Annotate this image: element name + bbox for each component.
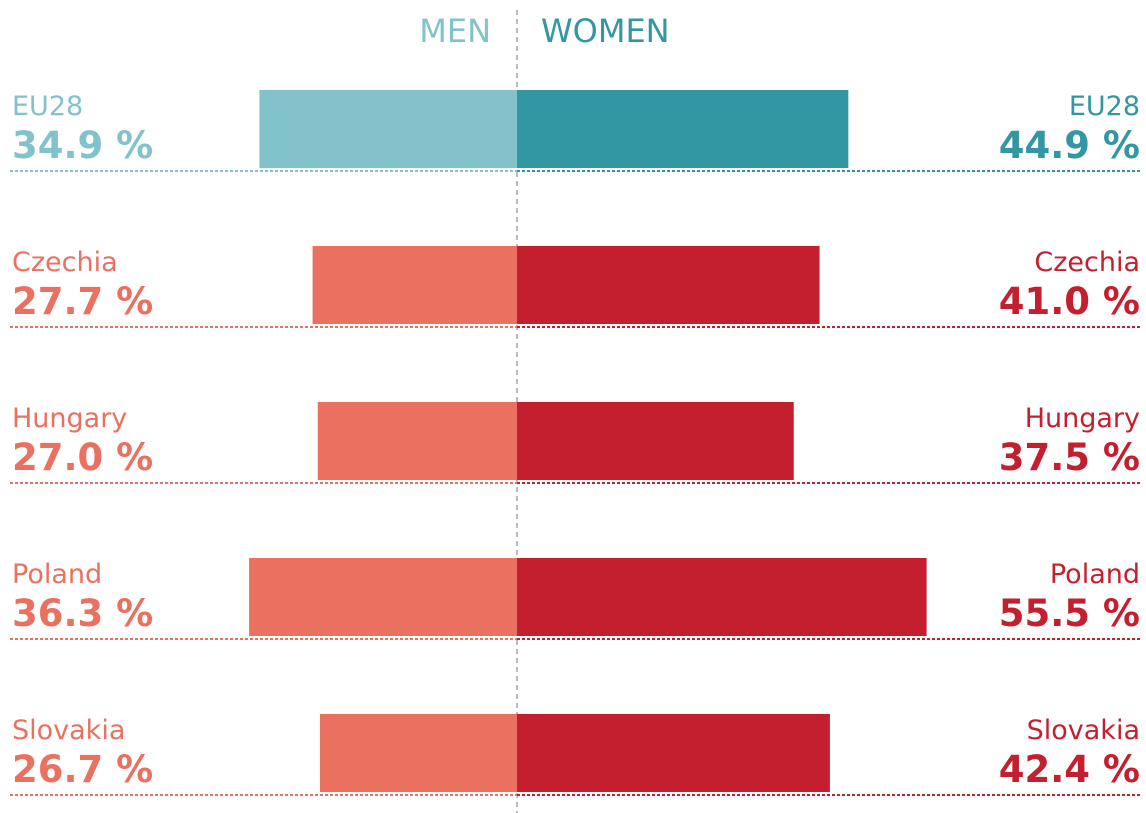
- bar-women: [517, 246, 820, 324]
- category-label: Slovakia: [1027, 715, 1140, 746]
- value-label: 41.0 %: [999, 280, 1140, 323]
- category-label: Poland: [1050, 559, 1140, 590]
- value-label: 55.5 %: [999, 592, 1140, 635]
- category-label: Hungary: [12, 403, 127, 434]
- legend-men: MEN: [419, 12, 491, 50]
- category-label: Hungary: [1025, 403, 1140, 434]
- category-label: Czechia: [1034, 247, 1140, 278]
- bar-women: [517, 558, 927, 636]
- bar-men: [312, 246, 517, 324]
- value-label: 44.9 %: [999, 124, 1140, 167]
- bar-men: [317, 402, 517, 480]
- category-label: EU28: [1069, 91, 1140, 122]
- value-label: 36.3 %: [12, 592, 153, 635]
- value-label: 42.4 %: [999, 748, 1140, 791]
- bar-women: [517, 402, 794, 480]
- bar-men: [249, 558, 517, 636]
- bar-women: [517, 714, 830, 792]
- value-label: 26.7 %: [12, 748, 153, 791]
- value-label: 37.5 %: [999, 436, 1140, 479]
- value-label: 27.0 %: [12, 436, 153, 479]
- bar-men: [319, 714, 517, 792]
- legend-women: WOMEN: [541, 12, 670, 50]
- value-label: 34.9 %: [12, 124, 153, 167]
- category-label: Slovakia: [12, 715, 125, 746]
- category-label: Poland: [12, 559, 102, 590]
- value-label: 27.7 %: [12, 280, 153, 323]
- bar-women: [517, 90, 849, 168]
- category-label: EU28: [12, 91, 83, 122]
- category-label: Czechia: [12, 247, 118, 278]
- bar-men: [259, 90, 517, 168]
